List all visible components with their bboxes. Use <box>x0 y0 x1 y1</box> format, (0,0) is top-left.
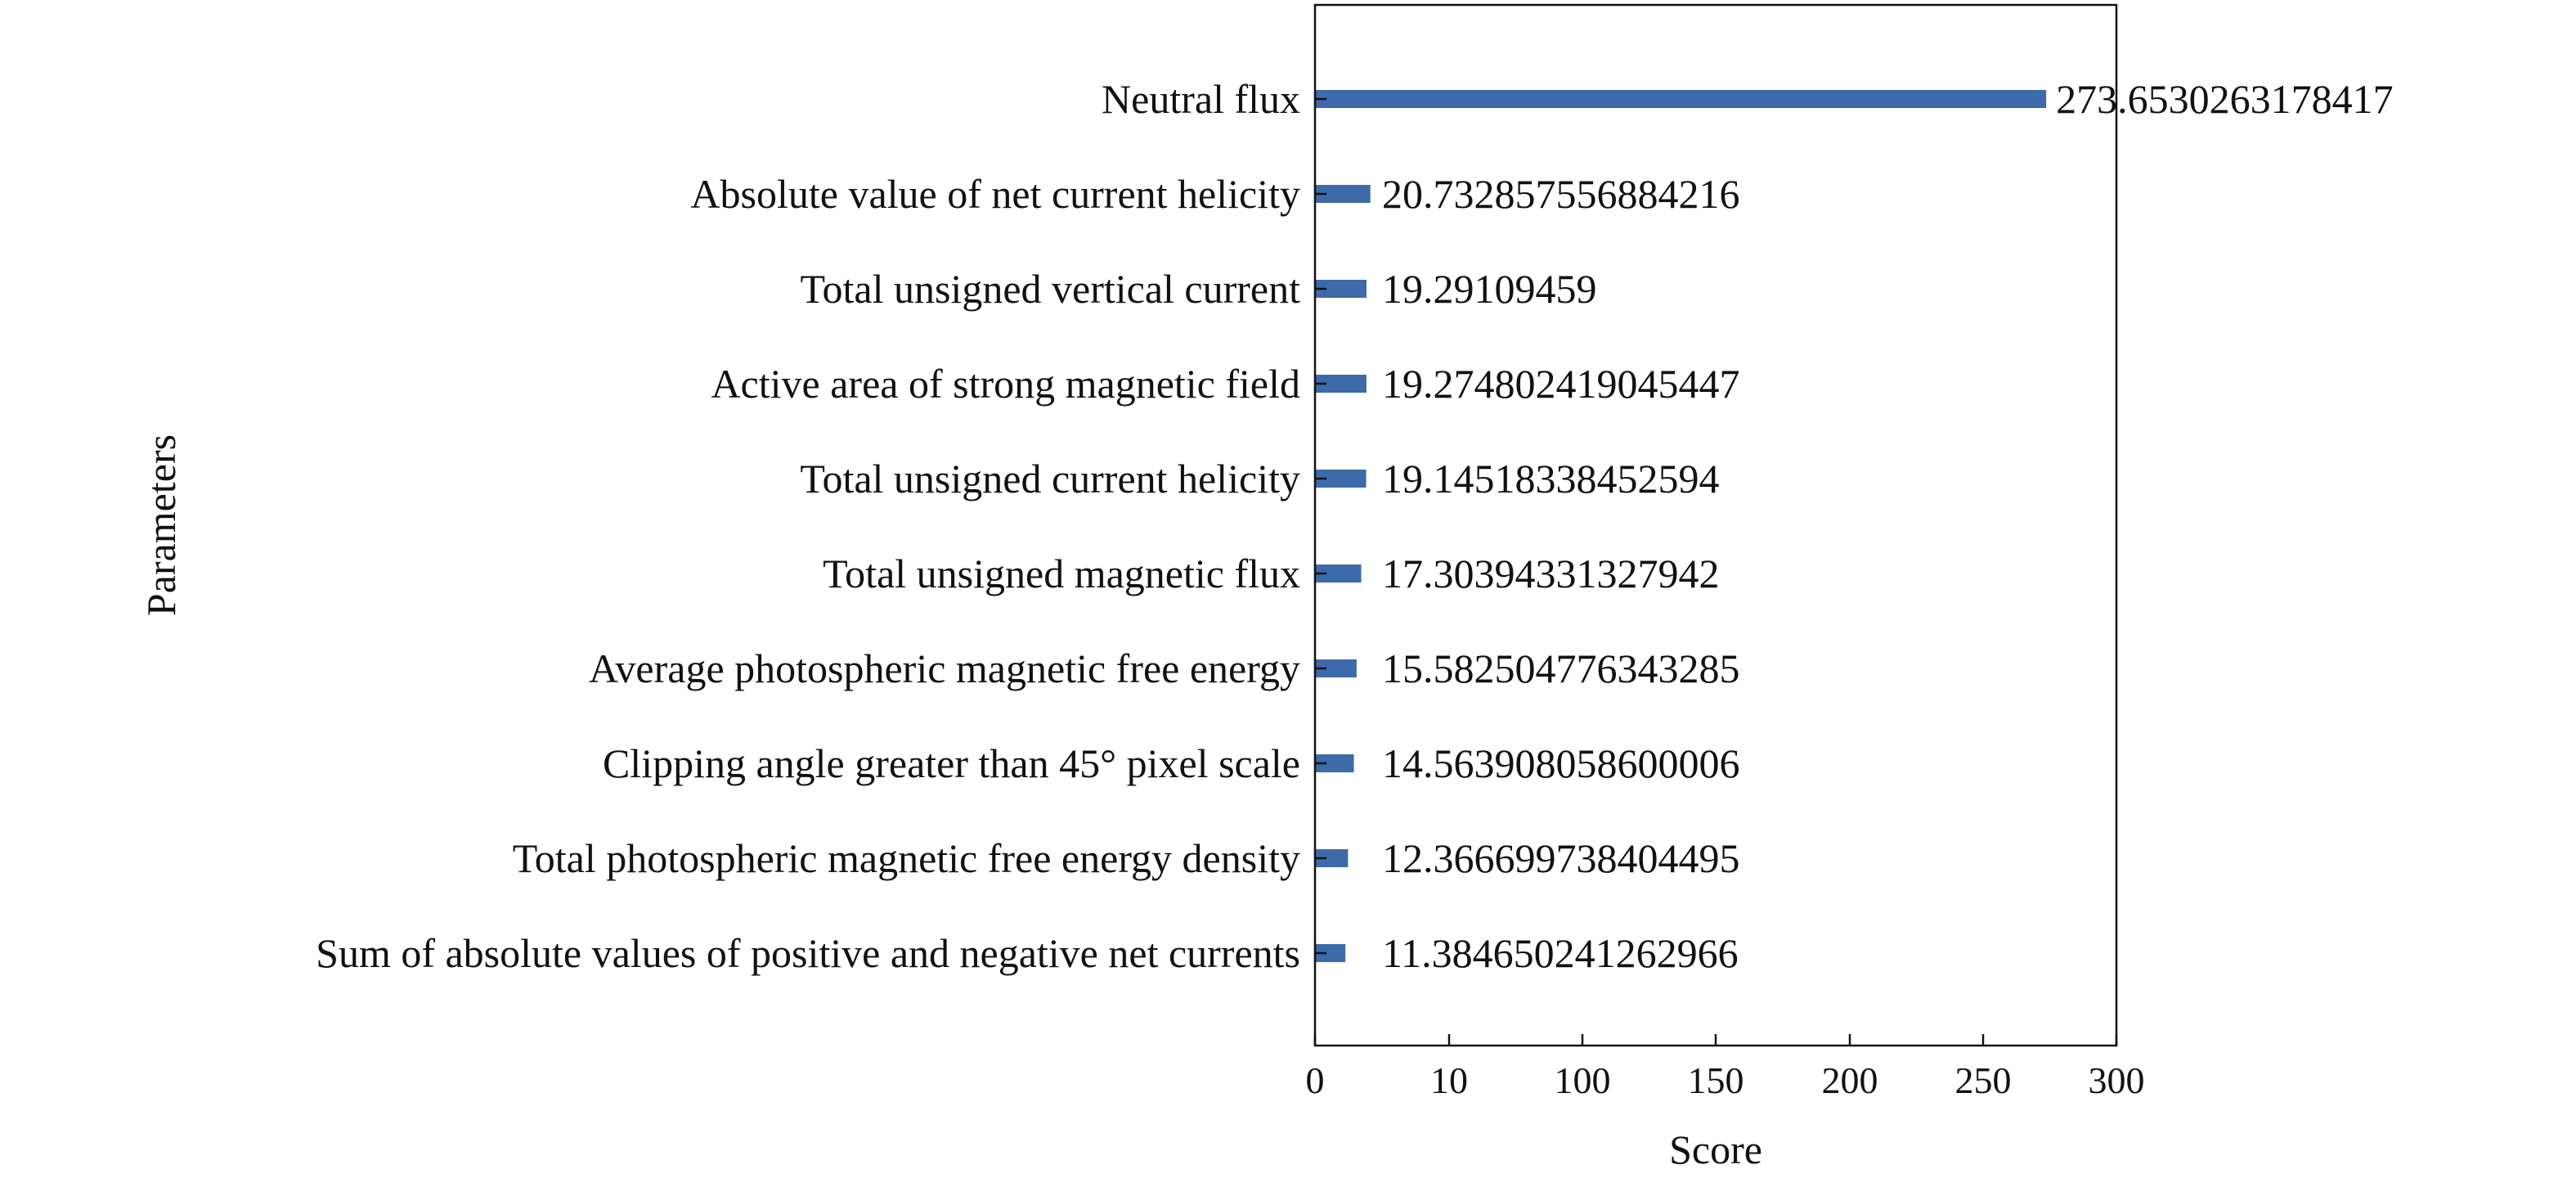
data-label: 14.563908058600006 <box>1382 740 1740 786</box>
bar <box>1315 90 2047 108</box>
data-label: 19.274802419045447 <box>1382 361 1740 407</box>
category-label: Absolute value of net current helicity <box>690 171 1300 217</box>
data-label: 19.14518338452594 <box>1382 456 1720 502</box>
bar <box>1315 849 1349 867</box>
x-tick-label: 100 <box>1555 1059 1611 1101</box>
data-label: 17.30394331327942 <box>1382 551 1720 596</box>
bar <box>1315 375 1367 393</box>
x-axis-title: Score <box>1669 1127 1762 1172</box>
data-label: 19.29109459 <box>1382 266 1597 312</box>
bar <box>1315 470 1367 488</box>
category-label: Neutral flux <box>1102 76 1300 122</box>
category-label: Total unsigned vertical current <box>800 266 1300 312</box>
bar <box>1315 565 1362 583</box>
x-tick-label: 250 <box>1955 1059 2012 1101</box>
plot-frame <box>1313 3 2118 1047</box>
category-label: Total photospheric magnetic free energy … <box>513 835 1300 881</box>
bar <box>1315 944 1346 962</box>
category-label: Active area of strong magnetic field <box>711 361 1300 407</box>
ticks-layer <box>1313 97 2118 1046</box>
bars-layer <box>1315 90 2047 962</box>
y-axis-title: Parameters <box>138 434 184 616</box>
labels-layer: Neutral flux 273.6530263178417 Absolute va… <box>316 76 2393 1101</box>
data-label: 12.366699738404495 <box>1382 835 1740 881</box>
data-label: 273.6530263178417 <box>2056 76 2394 122</box>
x-tick-label: 150 <box>1688 1059 1744 1101</box>
bar <box>1315 280 1367 298</box>
x-tick-label: 0 <box>1306 1059 1325 1101</box>
x-tick-label: 300 <box>2089 1059 2145 1101</box>
category-label: Total unsigned current helicity <box>800 456 1300 502</box>
bar <box>1315 754 1354 772</box>
x-tick-label: 200 <box>1822 1059 1878 1101</box>
category-label: Sum of absolute values of positive and n… <box>316 930 1300 976</box>
category-label: Clipping angle greater than 45° pixel sc… <box>603 740 1300 786</box>
bar <box>1315 659 1357 677</box>
data-label: 20.732857556884216 <box>1382 171 1740 217</box>
bar <box>1315 185 1371 203</box>
data-label: 15.582504776343285 <box>1382 645 1740 691</box>
data-label: 11.384650241262966 <box>1382 930 1739 976</box>
category-label: Total unsigned magnetic flux <box>823 551 1300 596</box>
x-tick-label: 10 <box>1430 1059 1468 1101</box>
category-label: Average photospheric magnetic free energ… <box>589 645 1300 691</box>
